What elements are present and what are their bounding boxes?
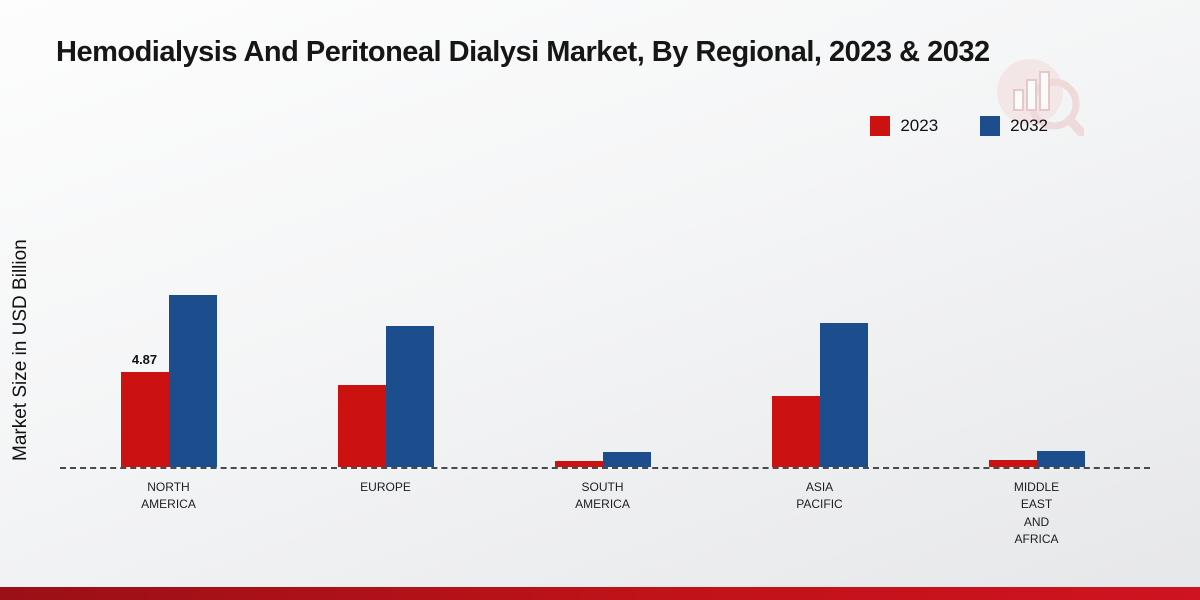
x-axis-category-label: MIDDLE EAST AND AFRICA <box>1013 480 1060 547</box>
footer-accent-bar <box>0 587 1200 600</box>
bar-group: ASIA PACIFIC <box>711 271 928 511</box>
legend-swatch-2023-icon <box>870 116 891 136</box>
bar-pair <box>771 271 868 467</box>
legend: 2023 2032 <box>870 116 1048 136</box>
legend-label-2032: 2032 <box>1010 116 1048 135</box>
x-axis-baseline <box>60 467 1150 469</box>
legend-item-2023[interactable]: 2023 <box>870 116 938 136</box>
bar-pair <box>988 271 1085 467</box>
bar-2032[interactable] <box>168 294 217 467</box>
x-axis-category-label: NORTH AMERICA <box>141 480 196 512</box>
bar-pair <box>554 271 651 467</box>
bar-2023[interactable] <box>771 396 820 467</box>
bar-2023[interactable] <box>554 460 603 467</box>
bar-2032[interactable] <box>385 325 434 467</box>
x-axis-category-label: SOUTH AMERICA <box>575 480 630 512</box>
x-axis-category-label: EUROPE <box>360 480 411 494</box>
bar-2032[interactable] <box>1036 451 1085 467</box>
bar-pair <box>337 271 434 467</box>
brand-watermark-logo-icon <box>988 52 1086 141</box>
bar-group: 4.87 NORTH AMERICA <box>60 271 277 511</box>
legend-swatch-2032-icon <box>980 116 1001 136</box>
bar-2023[interactable] <box>120 371 169 467</box>
plot-area: 4.87 NORTH AMERICA EUROPE SOUTH AMERICA ASIA… <box>60 271 1145 546</box>
bar-2032[interactable] <box>819 322 868 467</box>
bar-pair <box>120 271 217 467</box>
bar-group: MIDDLE EAST AND AFRICA <box>928 271 1145 546</box>
bar-group: SOUTH AMERICA <box>494 271 711 511</box>
bar-2032[interactable] <box>602 452 651 467</box>
y-axis-title: Market Size in USD Billion <box>10 239 31 461</box>
bar-2023[interactable] <box>988 460 1037 467</box>
bar-group: EUROPE <box>277 271 494 494</box>
legend-item-2032[interactable]: 2032 <box>980 116 1048 136</box>
bar-value-label: 4.87 <box>131 351 158 367</box>
chart-title: Hemodialysis And Peritoneal Dialysi Mark… <box>56 36 990 68</box>
legend-label-2023: 2023 <box>900 116 939 135</box>
bar-2023[interactable] <box>337 384 386 467</box>
x-axis-category-label: ASIA PACIFIC <box>796 480 843 512</box>
